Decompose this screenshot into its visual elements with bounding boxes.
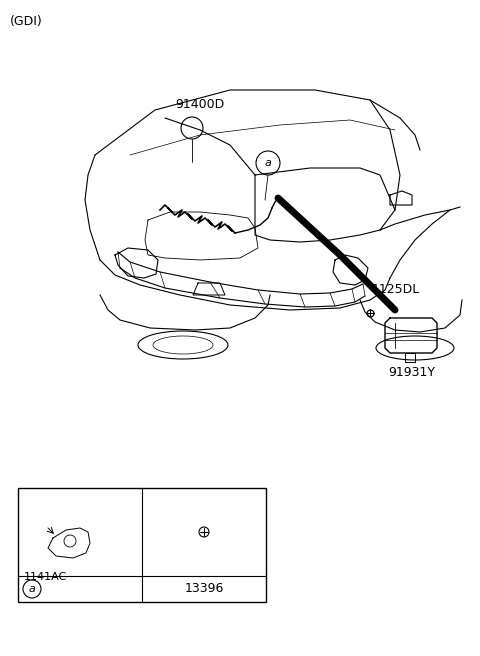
Text: a: a: [264, 158, 271, 168]
Bar: [18, 488, 266, 602]
Text: 91400D: 91400D: [175, 98, 224, 111]
Text: (GDI): (GDI): [10, 15, 43, 28]
Text: 91931Y: 91931Y: [388, 366, 435, 379]
Text: 13396: 13396: [184, 583, 224, 596]
Text: a: a: [29, 584, 36, 594]
Text: 1141AC: 1141AC: [24, 572, 67, 582]
Text: 1125DL: 1125DL: [372, 283, 420, 296]
